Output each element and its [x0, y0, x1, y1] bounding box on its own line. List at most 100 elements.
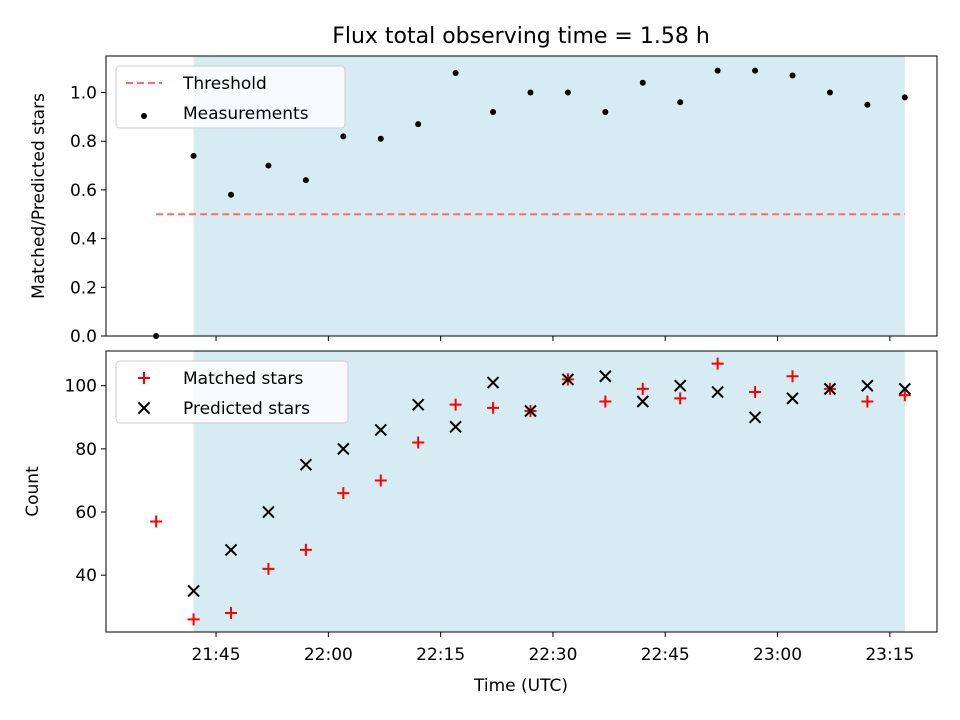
legend-label: Measurements: [183, 104, 309, 124]
predicted-star-point: [262, 505, 275, 519]
predicted-star-point: [861, 379, 874, 392]
predicted-star-point: [486, 376, 500, 389]
matched-star-point: [374, 474, 387, 487]
legend-label: Matched stars: [183, 369, 303, 389]
predicted-star-point: [599, 370, 612, 383]
measurement-point: [265, 162, 272, 169]
y-tick-label: 0.8: [70, 132, 97, 152]
matched-star-point: [299, 543, 312, 556]
bottom-legend: Matched stars Predicted stars: [115, 360, 349, 424]
top-y-axis-label: Matched/Predicted stars: [29, 93, 49, 299]
matched-star-point: [599, 395, 612, 408]
predicted-star-point: [823, 382, 837, 396]
x-tick-label: 21:45: [192, 645, 241, 665]
measurement-point: [901, 94, 908, 101]
legend-matched-swatch: [138, 372, 150, 384]
legend-predicted-swatch: [137, 401, 151, 415]
matched-star-point: [412, 436, 425, 449]
predicted-star-point: [449, 420, 462, 433]
x-tick-label: 23:00: [753, 645, 802, 665]
measurement-point: [302, 177, 309, 184]
predicted-star-point: [187, 584, 200, 598]
matched-star-point: [749, 386, 762, 399]
y-tick-label: 1.0: [70, 84, 97, 104]
matched-star-point: [487, 401, 500, 414]
predicted-star-point: [561, 373, 575, 386]
matched-star-point: [225, 607, 238, 620]
predicted-star-point: [411, 398, 425, 411]
legend-box: [115, 65, 346, 129]
y-tick-label: 60: [75, 503, 97, 523]
measurement-point: [452, 70, 459, 77]
top-x-ticks: [215, 336, 891, 341]
predicted-star-point: [786, 392, 799, 405]
measurement-point: [228, 191, 235, 198]
legend-measurement-swatch: [141, 113, 147, 119]
matched-star-point: [786, 370, 799, 383]
y-tick-label: 0.0: [70, 327, 97, 347]
predicted-star-point: [374, 423, 387, 437]
predicted-star-point: [636, 395, 649, 408]
y-tick-label: 0.6: [70, 181, 97, 201]
matched-star-point: [187, 613, 200, 626]
predicted-star-point: [524, 404, 537, 418]
matched-star-point: [898, 389, 911, 402]
matched-star-point: [636, 382, 649, 395]
predicted-star-point: [224, 543, 238, 557]
measurement-point: [677, 99, 684, 106]
predicted-star-point: [337, 442, 350, 456]
measurement-point: [564, 89, 571, 96]
matched-star-point: [674, 392, 687, 405]
measurement-point: [490, 109, 497, 115]
top-y-ticks: 0.0 0.2 0.4 0.6 0.8 1.0: [70, 84, 106, 347]
matched-star-point: [861, 395, 874, 408]
top-marks: [153, 67, 908, 339]
predicted-star-point: [674, 379, 687, 392]
x-tick-label: 22:00: [304, 645, 353, 665]
chart-title: Flux total observing time = 1.58 h: [332, 24, 710, 49]
legend-label: Threshold: [182, 74, 267, 94]
matched-star-point: [337, 487, 350, 500]
y-tick-label: 0.4: [70, 230, 97, 250]
matched-star-point: [449, 398, 462, 411]
bottom-axes: 40 60 80 100 21:45 22:00 22:15 22:30 22:45 23:00…: [23, 350, 938, 665]
x-tick-label: 22:30: [528, 645, 577, 665]
predicted-star-point: [898, 382, 912, 396]
top-axes-frame: [105, 55, 938, 337]
measurement-point: [789, 72, 796, 79]
x-tick-label: 23:15: [865, 645, 914, 665]
y-tick-label: 0.2: [70, 278, 97, 298]
legend-label: Predicted stars: [183, 399, 310, 419]
measurement-point: [752, 67, 759, 74]
y-tick-label: 40: [75, 566, 97, 586]
bottom-marks: [150, 357, 912, 626]
x-tick-label: 22:45: [641, 645, 690, 665]
measurement-point: [864, 101, 871, 108]
measurement-point: [714, 67, 721, 74]
measurement-point: [190, 152, 197, 159]
measurement-point: [602, 109, 609, 115]
bottom-x-ticks: 21:45 22:00 22:15 22:30 22:45 23:00 23:15: [192, 632, 914, 665]
bottom-y-ticks: 40 60 80 100: [65, 377, 106, 586]
measurement-point: [377, 135, 384, 142]
legend-box: [115, 360, 349, 424]
measurement-point: [639, 79, 646, 86]
measurement-point: [826, 89, 833, 96]
measurement-point: [527, 89, 534, 96]
y-tick-label: 100: [65, 377, 97, 397]
matched-star-point: [711, 357, 724, 370]
measurement-point: [415, 121, 422, 128]
predicted-star-point: [748, 411, 762, 424]
top-axes: 0.0 0.2 0.4 0.6 0.8 1.0 Matched/Predicted sta…: [29, 55, 938, 347]
bottom-axes-frame: [105, 350, 938, 633]
x-tick-label: 22:15: [416, 645, 465, 665]
y-tick-label: 80: [75, 440, 97, 460]
measurement-point: [340, 133, 347, 140]
matched-star-point: [150, 515, 163, 528]
predicted-star-point: [299, 458, 313, 471]
top-legend: Threshold Measurements: [115, 65, 346, 129]
x-axis-label: Time (UTC): [473, 676, 568, 696]
matched-star-point: [262, 562, 275, 575]
bottom-y-axis-label: Count: [23, 466, 43, 517]
